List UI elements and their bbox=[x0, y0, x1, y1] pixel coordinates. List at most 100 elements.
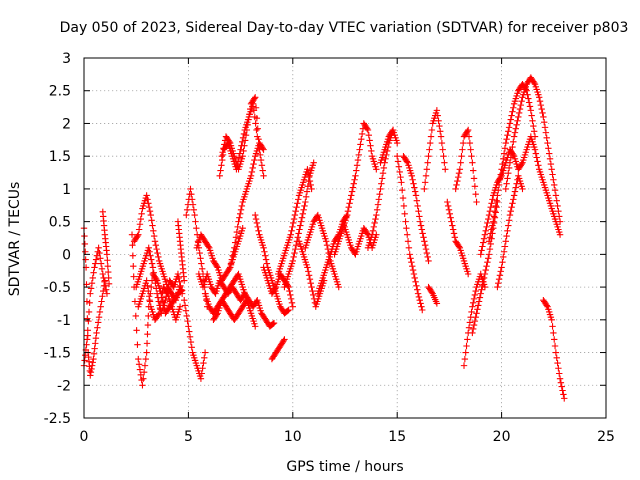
data-point bbox=[144, 321, 152, 329]
data-point bbox=[414, 202, 421, 210]
data-point bbox=[293, 204, 300, 211]
data-point bbox=[236, 214, 243, 221]
data-point bbox=[456, 166, 464, 173]
data-point bbox=[133, 327, 140, 334]
data-point bbox=[410, 180, 417, 187]
data-point bbox=[270, 319, 278, 327]
data-point bbox=[380, 164, 388, 172]
data-point bbox=[485, 251, 493, 258]
data-point bbox=[490, 213, 498, 220]
data-point bbox=[220, 145, 227, 152]
data-point bbox=[371, 219, 378, 227]
data-point bbox=[512, 184, 519, 191]
data-point bbox=[87, 372, 94, 379]
data-point bbox=[144, 282, 151, 289]
data-point bbox=[518, 160, 525, 168]
data-point bbox=[343, 211, 351, 219]
data-point bbox=[89, 359, 96, 366]
series-arc-23 bbox=[295, 238, 328, 310]
data-point bbox=[260, 244, 267, 252]
data-point bbox=[349, 184, 357, 191]
data-point bbox=[152, 242, 160, 249]
data-point bbox=[500, 150, 508, 157]
data-point bbox=[470, 325, 477, 333]
data-point bbox=[433, 300, 441, 307]
data-point bbox=[103, 290, 111, 297]
data-point bbox=[103, 251, 111, 258]
data-point bbox=[304, 183, 312, 190]
y-axis-label: SDTVAR / TECUs bbox=[7, 182, 23, 297]
data-point bbox=[409, 266, 417, 274]
data-point bbox=[102, 282, 109, 289]
data-point bbox=[100, 287, 107, 295]
data-point bbox=[464, 126, 472, 134]
data-point bbox=[378, 180, 385, 187]
data-point bbox=[494, 192, 501, 199]
data-point bbox=[235, 154, 243, 161]
data-point bbox=[500, 248, 508, 255]
data-point bbox=[495, 279, 502, 287]
data-point bbox=[449, 222, 456, 229]
data-point bbox=[188, 344, 195, 351]
data-point bbox=[548, 166, 555, 173]
data-point bbox=[479, 243, 486, 250]
data-point bbox=[358, 135, 365, 143]
data-point bbox=[479, 282, 486, 289]
data-point bbox=[457, 159, 464, 166]
data-point bbox=[353, 167, 360, 174]
data-point bbox=[152, 279, 159, 287]
data-point bbox=[254, 125, 261, 132]
data-point bbox=[186, 333, 194, 341]
data-point bbox=[193, 224, 200, 232]
data-point bbox=[145, 204, 153, 211]
data-point bbox=[186, 328, 193, 335]
data-point bbox=[428, 126, 436, 134]
data-point bbox=[533, 154, 540, 161]
data-point bbox=[516, 105, 524, 113]
data-point bbox=[370, 223, 378, 231]
data-point bbox=[424, 253, 431, 261]
axis-ticks: 0 5 10 15 20 25 -2.5 -2 -1.5 -1 -0.5 0 0.5 1 1.5 2 2.5 3 bbox=[44, 51, 615, 445]
data-point bbox=[364, 126, 372, 134]
data-point bbox=[465, 324, 473, 331]
series-arc-10 bbox=[183, 185, 211, 310]
data-point bbox=[472, 287, 479, 295]
data-point bbox=[423, 249, 431, 257]
data-point bbox=[144, 196, 151, 203]
data-point bbox=[414, 290, 422, 297]
data-point bbox=[292, 245, 299, 253]
data-point bbox=[303, 188, 311, 195]
data-point bbox=[137, 215, 144, 223]
data-point bbox=[252, 323, 259, 330]
data-point bbox=[485, 215, 492, 223]
data-point bbox=[530, 128, 538, 135]
data-point bbox=[348, 192, 355, 199]
data-point bbox=[84, 327, 91, 334]
data-point bbox=[412, 192, 420, 199]
data-point bbox=[176, 303, 184, 310]
data-point bbox=[221, 141, 228, 148]
data-point bbox=[373, 166, 380, 173]
data-point bbox=[88, 279, 96, 287]
data-point bbox=[205, 243, 212, 250]
data-point bbox=[136, 366, 144, 373]
y-tick-label: -1 bbox=[57, 313, 71, 329]
data-point bbox=[259, 145, 266, 152]
data-point bbox=[155, 253, 162, 261]
data-point bbox=[480, 278, 487, 286]
data-point bbox=[433, 107, 441, 114]
data-point bbox=[83, 336, 91, 343]
data-point bbox=[535, 162, 542, 169]
data-point bbox=[486, 245, 494, 253]
data-point bbox=[151, 274, 158, 282]
data-point bbox=[464, 270, 472, 278]
data-point bbox=[294, 200, 301, 207]
data-point bbox=[515, 109, 523, 117]
data-point bbox=[306, 276, 314, 283]
data-point bbox=[90, 269, 97, 276]
data-point bbox=[177, 282, 184, 289]
data-point bbox=[248, 168, 256, 176]
data-point bbox=[150, 269, 157, 276]
data-point bbox=[402, 218, 409, 225]
data-point bbox=[101, 278, 108, 286]
